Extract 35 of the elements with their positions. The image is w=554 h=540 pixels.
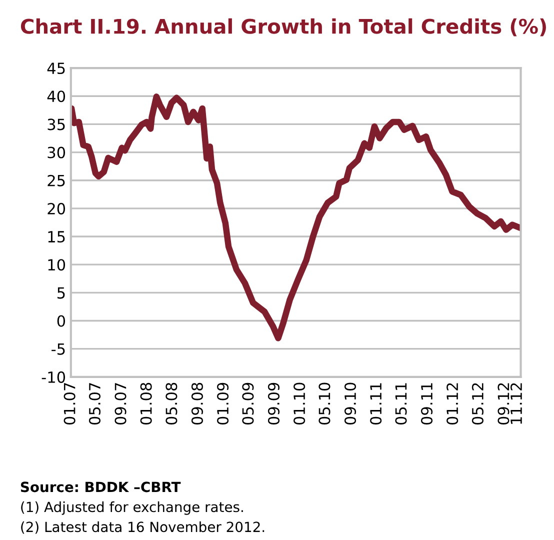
y-tick-label: 35 [48, 118, 65, 130]
x-tick-label: 09.10 [344, 382, 356, 425]
y-tick-label: -10 [42, 371, 66, 383]
x-tick-label: 09.08 [191, 382, 204, 425]
y-tick-label: 20 [48, 202, 66, 214]
y-tick-label: 0 [57, 315, 66, 327]
x-tick-label: 01.11 [370, 383, 382, 425]
x-tick-label: 01.08 [140, 382, 152, 425]
y-tick-label: 5 [58, 287, 65, 299]
source-note: Source: BDDK –CBRT [20, 482, 181, 492]
x-tick-label: 09.12 [498, 383, 510, 425]
x-tick-label: 05.12 [472, 383, 484, 425]
x-tick-label: 05.08 [166, 382, 178, 425]
x-tick-label: 01.10 [294, 382, 306, 425]
x-tick-label: 01.09 [217, 382, 229, 425]
x-tick-label: 01.07 [64, 383, 76, 425]
x-tick-label: 05.07 [88, 383, 100, 425]
text: (2) Latest data 16 November 2012. [21, 521, 264, 534]
x-tick-label: 05.11 [395, 383, 407, 425]
chart-title: Chart II.19. Annual Growth in Total Credits (%) [20, 18, 546, 36]
x-tick-label: 09.09 [268, 382, 280, 425]
y-tick-label: -5 [52, 344, 65, 355]
y-tick-label: 40 [47, 90, 66, 102]
text: (1) Adjusted for exchange rates. [21, 501, 243, 515]
x-tick-label: 09.07 [114, 383, 126, 425]
x-tick-label: 11.12 [510, 383, 522, 424]
x-tick-label: 09.11 [420, 383, 433, 425]
x-tick-label: 05.09 [242, 382, 254, 425]
y-tick-label: 25 [48, 174, 65, 186]
y-tick-label: 45 [47, 62, 65, 74]
x-tick-label: 05.10 [318, 382, 330, 425]
y-tick-label: 30 [48, 146, 66, 158]
y-tick-label: 10 [48, 259, 66, 271]
x-tick-label: 01.12 [446, 383, 458, 425]
y-tick-label: 15 [48, 231, 65, 243]
